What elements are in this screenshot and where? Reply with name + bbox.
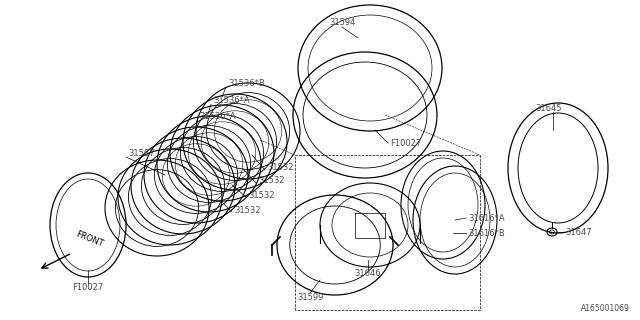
Text: 31532: 31532 [234,205,260,214]
Text: 31594: 31594 [329,18,355,27]
Text: 31532: 31532 [248,190,275,199]
Text: FRONT: FRONT [74,230,104,249]
Text: F10027: F10027 [72,284,104,292]
Text: 31616*A: 31616*A [468,213,504,222]
Text: 31536*A: 31536*A [213,95,250,105]
Text: 31532: 31532 [267,163,294,172]
Text: 31532: 31532 [258,175,285,185]
Text: F10027: F10027 [390,139,421,148]
Text: 31536*A: 31536*A [199,111,236,121]
Text: A165001069: A165001069 [581,304,630,313]
Text: 31646: 31646 [355,268,381,277]
Text: 31647: 31647 [565,228,591,236]
Text: 31536*B: 31536*B [228,78,265,87]
Text: 31616*B: 31616*B [468,228,505,237]
Text: 31567: 31567 [128,148,155,157]
Text: 31645: 31645 [535,103,561,113]
Text: 31599: 31599 [297,292,323,301]
